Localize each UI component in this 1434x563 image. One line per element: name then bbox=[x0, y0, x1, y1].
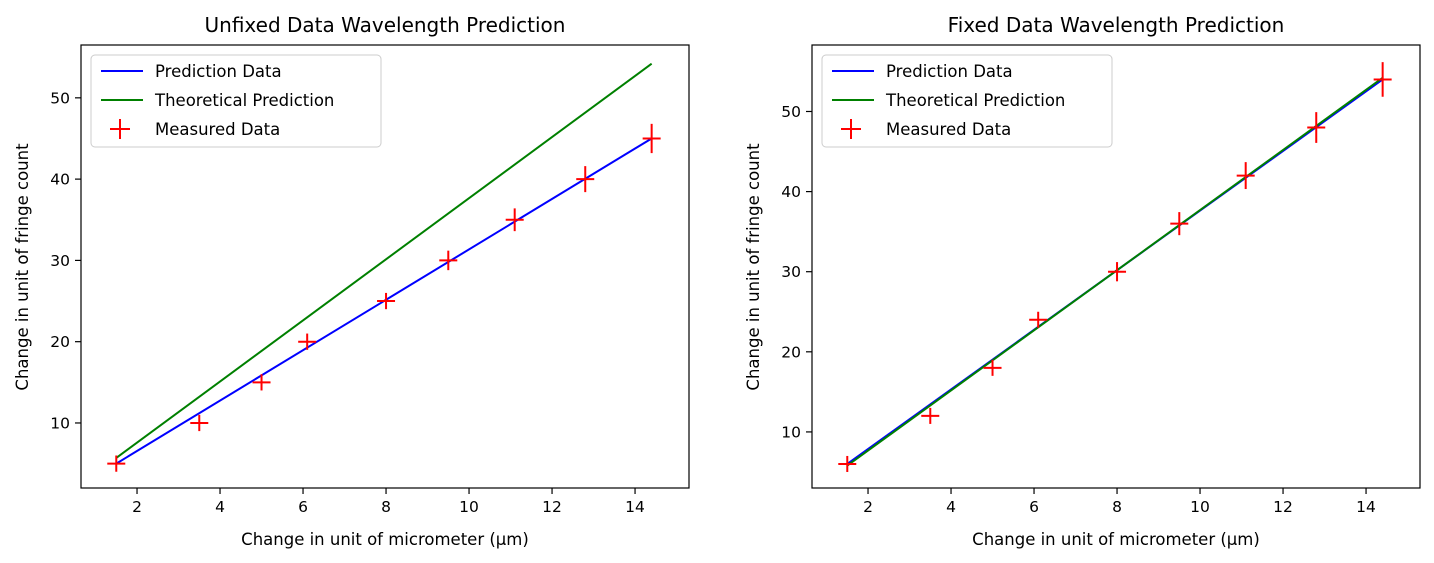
x-tick-label: 2 bbox=[863, 498, 873, 516]
x-ticks: 2 4 6 8 10 12 14 bbox=[863, 488, 1376, 516]
measured-point bbox=[439, 250, 458, 271]
measured-point bbox=[298, 333, 317, 350]
legend-label-measured: Measured Data bbox=[155, 120, 280, 139]
y-tick-label: 50 bbox=[50, 89, 70, 107]
legend: Prediction Data Theoretical Prediction M… bbox=[90, 54, 382, 148]
legend-swatch-measured bbox=[110, 119, 130, 139]
x-tick-label: 14 bbox=[1356, 498, 1376, 516]
y-tick-label: 40 bbox=[50, 171, 70, 189]
chart-title: Fixed Data Wavelength Prediction bbox=[948, 13, 1285, 37]
y-ticks: 10 20 30 40 50 bbox=[50, 89, 81, 432]
measured-point bbox=[190, 414, 209, 432]
chart-title: Unfixed Data Wavelength Prediction bbox=[205, 13, 566, 37]
measured-point bbox=[1307, 112, 1326, 143]
y-tick-label: 30 bbox=[50, 252, 70, 270]
plot-frame bbox=[80, 44, 690, 489]
series-layer bbox=[838, 62, 1392, 472]
measured-point bbox=[1170, 212, 1189, 236]
x-tick-label: 2 bbox=[132, 498, 142, 516]
x-axis-label: Change in unit of micrometer (μm) bbox=[972, 530, 1260, 549]
measured-point bbox=[505, 208, 524, 232]
legend-label-theoretical: Theoretical Prediction bbox=[885, 91, 1065, 110]
x-tick-label: 12 bbox=[542, 498, 562, 516]
x-tick-label: 4 bbox=[215, 498, 225, 516]
x-axis-label: Change in unit of micrometer (μm) bbox=[241, 530, 529, 549]
legend-box bbox=[90, 54, 382, 148]
plot-frame bbox=[811, 44, 1421, 489]
series-layer bbox=[107, 62, 661, 472]
x-tick-label: 10 bbox=[459, 498, 479, 516]
y-axis-label: Change in unit of fringe count bbox=[744, 143, 763, 391]
y-tick-label: 20 bbox=[50, 333, 70, 351]
legend-label-prediction: Prediction Data bbox=[155, 62, 282, 81]
measured-point bbox=[642, 123, 661, 154]
legend-swatch-measured bbox=[841, 119, 861, 139]
series-line bbox=[115, 62, 653, 459]
y-tick-label: 10 bbox=[50, 414, 70, 432]
x-tick-label: 6 bbox=[298, 498, 308, 516]
measured-point bbox=[1373, 62, 1392, 97]
measured-point bbox=[921, 407, 940, 424]
x-tick-label: 14 bbox=[625, 498, 645, 516]
measured-point bbox=[1108, 262, 1127, 282]
y-tick-label: 40 bbox=[781, 183, 801, 201]
measured-point bbox=[1029, 311, 1048, 328]
y-ticks: 10 20 30 40 50 bbox=[781, 103, 812, 441]
legend-label-prediction: Prediction Data bbox=[886, 62, 1013, 81]
x-tick-label: 6 bbox=[1029, 498, 1039, 516]
x-tick-label: 10 bbox=[1190, 498, 1210, 516]
y-axis-label: Change in unit of fringe count bbox=[13, 143, 32, 391]
legend-label-measured: Measured Data bbox=[886, 120, 1011, 139]
y-tick-label: 50 bbox=[781, 103, 801, 121]
measured-point bbox=[838, 455, 857, 472]
x-tick-label: 8 bbox=[1112, 498, 1122, 516]
y-tick-label: 10 bbox=[781, 423, 801, 441]
legend-box bbox=[821, 54, 1113, 148]
chart-right: Fixed Data Wavelength Prediction 2 4 6 8 10 1… bbox=[744, 13, 1421, 549]
measured-point bbox=[377, 292, 396, 310]
measured-point bbox=[1236, 162, 1255, 190]
measured-point bbox=[983, 359, 1002, 376]
x-tick-label: 8 bbox=[381, 498, 391, 516]
x-tick-label: 4 bbox=[946, 498, 956, 516]
measured-point bbox=[252, 374, 271, 391]
x-ticks: 2 4 6 8 10 12 14 bbox=[132, 488, 645, 516]
legend: Prediction Data Theoretical Prediction M… bbox=[821, 54, 1113, 148]
measured-point bbox=[107, 455, 126, 472]
y-tick-label: 20 bbox=[781, 343, 801, 361]
x-tick-label: 12 bbox=[1273, 498, 1293, 516]
measured-point bbox=[576, 166, 595, 193]
y-tick-label: 30 bbox=[781, 263, 801, 281]
chart-left: Unfixed Data Wavelength Prediction 2 4 6 8 1… bbox=[13, 13, 690, 549]
legend-label-theoretical: Theoretical Prediction bbox=[154, 91, 334, 110]
